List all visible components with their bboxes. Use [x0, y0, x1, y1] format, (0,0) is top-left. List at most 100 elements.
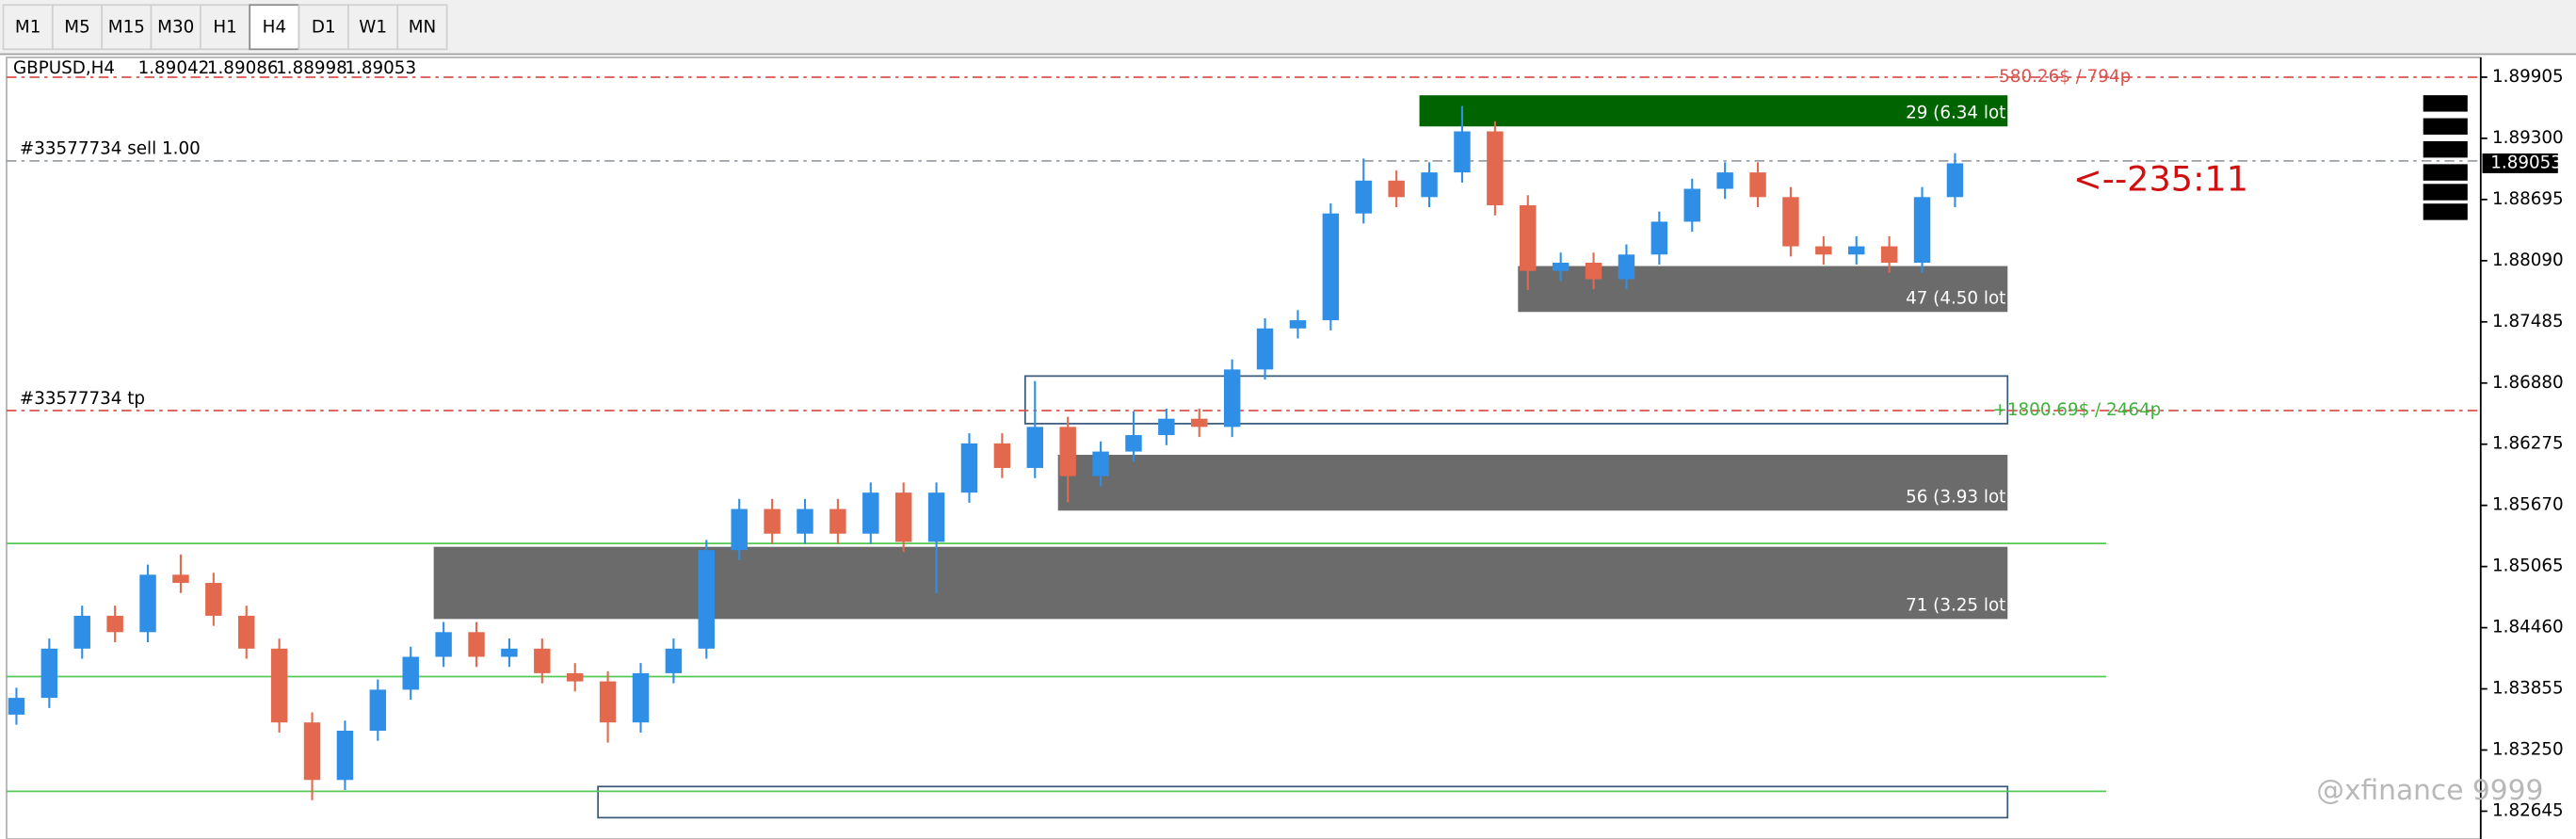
candle-body — [1355, 180, 1372, 214]
candle-body — [632, 672, 650, 723]
timeframe-label[interactable]: M1 — [15, 18, 40, 38]
candle-body — [534, 648, 551, 673]
timeframe-label[interactable]: M5 — [64, 18, 89, 38]
candle-body — [1552, 262, 1570, 271]
y-tick-label: 1.86275 — [2492, 434, 2564, 454]
zone-label: 47 (4.50 lot — [1906, 288, 2005, 308]
timeframe-button[interactable] — [101, 4, 153, 51]
timeframe-button[interactable] — [298, 4, 349, 51]
candle-body — [993, 443, 1011, 468]
y-tick-label: 1.88695 — [2492, 189, 2564, 209]
order-zone — [1023, 375, 2009, 425]
candle-body — [797, 508, 813, 534]
last-price-tag — [2482, 153, 2558, 173]
timeframe-label[interactable]: H4 — [263, 18, 286, 38]
timeframe-label[interactable]: H1 — [213, 18, 236, 38]
candle-body — [1223, 369, 1241, 428]
timeframe-button[interactable] — [150, 4, 201, 51]
timer: <--235:11 — [2073, 158, 2248, 199]
candle-body — [238, 615, 255, 649]
candle-body — [1848, 246, 1865, 255]
candle-body — [960, 443, 978, 493]
candle-body — [402, 656, 419, 690]
candle-body — [731, 508, 748, 551]
candle-body — [1125, 435, 1142, 452]
zone-label: 29 (6.34 lot — [1906, 103, 2005, 122]
watermark: @xfinance 9999 — [2316, 773, 2543, 806]
timeframe-label[interactable]: M30 — [157, 18, 194, 38]
y-tick-label: 1.88090 — [2492, 250, 2564, 270]
candle-body — [1026, 427, 1044, 468]
indicator-blocks — [2423, 95, 2468, 220]
last-price-label: 1.89053 — [2490, 153, 2562, 172]
timeframe-label[interactable]: W1 — [359, 18, 387, 38]
zone-label: 71 (3.25 lot — [1906, 595, 2005, 615]
candle-body — [303, 722, 321, 781]
timeframe-button[interactable] — [51, 4, 104, 51]
candle-body — [1059, 427, 1076, 476]
timeframe-label[interactable]: MN — [409, 18, 436, 38]
timeframe-label[interactable]: M15 — [108, 18, 145, 38]
y-tick-label: 1.89905 — [2492, 67, 2564, 87]
candle-body — [1880, 246, 1898, 263]
block — [2423, 184, 2468, 201]
candle-body — [1421, 172, 1438, 198]
y-tick-label: 1.82645 — [2492, 800, 2564, 820]
block — [2423, 140, 2468, 158]
level-label-left: #33577734 sell 1.00 — [20, 139, 201, 159]
candle-body — [599, 681, 617, 723]
candle-body — [1487, 131, 1504, 206]
header-low: 1.88998 — [276, 58, 347, 78]
candle-body — [1256, 328, 1274, 370]
order-zone — [1419, 95, 2008, 127]
block — [2423, 203, 2468, 220]
candle-body — [73, 615, 90, 649]
timeframe-label[interactable]: D1 — [312, 18, 336, 38]
y-tick-label: 1.83855 — [2492, 679, 2564, 699]
header-high: 1.89086 — [207, 58, 279, 78]
y-tick-label: 1.84460 — [2492, 618, 2564, 637]
candle-body — [1158, 418, 1175, 436]
candle-body — [1749, 172, 1766, 198]
candle-body — [1388, 180, 1405, 198]
candle-body — [1191, 418, 1208, 428]
level-label-right: -580.26$ / 794p — [1993, 67, 2132, 87]
order-zone — [433, 546, 2008, 620]
level-label-right: +1800.69$ / 2464p — [1993, 400, 2162, 420]
candle-body — [336, 731, 354, 781]
candle-body — [566, 672, 584, 682]
candle-body — [927, 492, 945, 542]
timeframe-button[interactable] — [200, 4, 251, 51]
candle-body — [1289, 320, 1307, 329]
block — [2423, 164, 2468, 181]
candle-body — [698, 550, 716, 649]
candle-body — [862, 492, 879, 534]
candle-body — [1716, 172, 1733, 189]
candle-body — [172, 574, 189, 584]
candle-body — [369, 689, 387, 732]
y-tick-label: 1.85065 — [2492, 557, 2564, 576]
candle-body — [139, 574, 156, 633]
candle-body — [1092, 451, 1109, 476]
candle-body — [829, 508, 846, 534]
candle-body — [1618, 254, 1635, 280]
candle-body — [468, 632, 485, 657]
candle-body — [1782, 197, 1799, 247]
candle-body — [1946, 163, 1964, 198]
y-tick-label: 1.83250 — [2492, 740, 2564, 760]
y-tick-label: 1.87485 — [2492, 312, 2564, 331]
candle-body — [8, 698, 25, 715]
candle-body — [501, 648, 518, 657]
timeframe-button[interactable] — [396, 4, 448, 51]
zone-label: 56 (3.93 lot — [1906, 487, 2005, 507]
candle-body — [1585, 262, 1602, 280]
y-tick-label: 1.86880 — [2492, 373, 2564, 393]
timeframe-button[interactable] — [249, 4, 300, 51]
order-zone — [597, 785, 2009, 819]
candle-body — [270, 648, 288, 723]
block — [2423, 95, 2468, 112]
block — [2423, 118, 2468, 135]
header-open: 1.89042 — [138, 58, 210, 78]
